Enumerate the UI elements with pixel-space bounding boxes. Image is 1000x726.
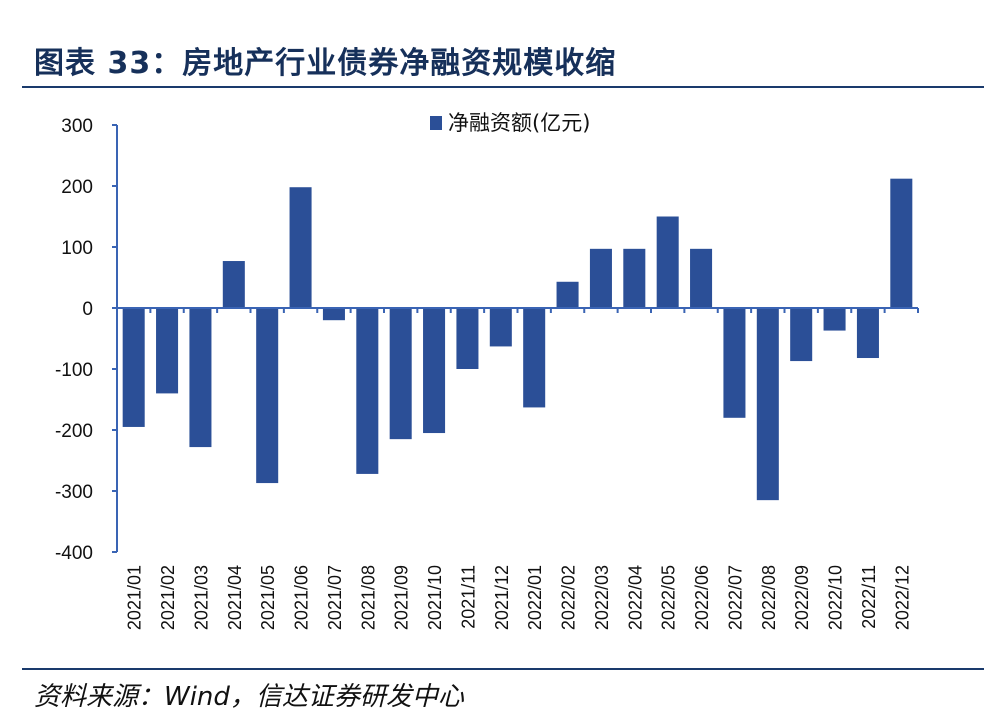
bar-2022/05 bbox=[656, 216, 679, 308]
x-tick-label: 2022/12 bbox=[892, 565, 912, 630]
x-tick-label: 2021/01 bbox=[125, 565, 145, 630]
x-tick-label: 2022/10 bbox=[826, 565, 846, 630]
bar-2021/11 bbox=[456, 308, 479, 369]
footer-divider bbox=[22, 668, 984, 670]
x-tick-label: 2021/10 bbox=[425, 565, 445, 630]
y-tick-label: -200 bbox=[55, 421, 93, 442]
bar-2022/01 bbox=[523, 308, 546, 408]
y-tick-label: -300 bbox=[55, 482, 93, 503]
x-tick-label: 2021/12 bbox=[492, 565, 512, 630]
bar-2022/03 bbox=[589, 248, 612, 308]
bar-2021/04 bbox=[222, 261, 245, 308]
x-tick-label: 2022/11 bbox=[859, 565, 879, 629]
y-tick-label: 200 bbox=[61, 177, 93, 198]
x-tick-label: 2022/02 bbox=[559, 565, 579, 630]
x-tick-label: 2021/03 bbox=[191, 565, 211, 630]
bar-2021/12 bbox=[489, 308, 512, 347]
bar-2022/07 bbox=[723, 308, 746, 418]
y-tick-label: 300 bbox=[61, 116, 93, 137]
x-tick-label: 2022/09 bbox=[792, 565, 812, 630]
x-tick-label: 2022/07 bbox=[725, 565, 745, 630]
x-tick-label: 2022/08 bbox=[759, 565, 779, 630]
bar-2022/06 bbox=[690, 248, 713, 308]
x-tick-label: 2021/06 bbox=[292, 565, 312, 630]
x-tick-label: 2022/01 bbox=[525, 565, 545, 630]
bar-2021/05 bbox=[256, 308, 279, 484]
bar-2021/09 bbox=[389, 308, 412, 440]
x-tick-label: 2021/09 bbox=[392, 565, 412, 630]
bar-2021/10 bbox=[423, 308, 446, 434]
title-divider bbox=[22, 86, 984, 88]
bar-2022/04 bbox=[623, 248, 646, 308]
chart-title: 图表 33：房地产行业债券净融资规模收缩 bbox=[34, 46, 617, 81]
y-tick-label: 0 bbox=[82, 299, 93, 320]
bar-2021/06 bbox=[289, 187, 312, 308]
bar-2021/07 bbox=[322, 308, 345, 321]
bar-2022/10 bbox=[823, 308, 846, 331]
bar-2021/03 bbox=[189, 308, 212, 448]
y-tick-label: -100 bbox=[55, 360, 93, 381]
x-tick-label: 2021/07 bbox=[325, 565, 345, 630]
x-tick-label: 2021/04 bbox=[225, 565, 245, 630]
bar-2021/08 bbox=[356, 308, 379, 474]
bar-2021/01 bbox=[122, 308, 145, 427]
bar-2022/09 bbox=[790, 308, 813, 362]
x-tick-label: 2022/03 bbox=[592, 565, 612, 630]
x-tick-label: 2022/04 bbox=[625, 565, 645, 630]
x-tick-label: 2022/06 bbox=[692, 565, 712, 630]
y-tick-label: -400 bbox=[55, 543, 93, 564]
x-tick-label: 2022/05 bbox=[659, 565, 679, 630]
x-tick-label: 2021/05 bbox=[258, 565, 278, 630]
bar-2022/02 bbox=[556, 281, 579, 308]
bar-2022/08 bbox=[756, 308, 779, 501]
bar-2022/12 bbox=[890, 178, 913, 308]
bar-chart: 300 200 100 0 -100 -200 -300 -400 2021/01 2021/02… bbox=[55, 111, 919, 630]
y-tick-label: 100 bbox=[61, 238, 93, 259]
legend-label: 净融资额(亿元) bbox=[448, 111, 590, 135]
x-tick-label: 2021/08 bbox=[358, 565, 378, 630]
x-tick-label: 2021/02 bbox=[158, 565, 178, 630]
source-note: 资料来源：Wind，信达证券研发中心 bbox=[34, 682, 464, 712]
legend-swatch bbox=[430, 116, 442, 130]
bar-2022/11 bbox=[856, 308, 879, 359]
bar-2021/02 bbox=[156, 308, 179, 394]
x-tick-label: 2021/11 bbox=[458, 565, 478, 629]
